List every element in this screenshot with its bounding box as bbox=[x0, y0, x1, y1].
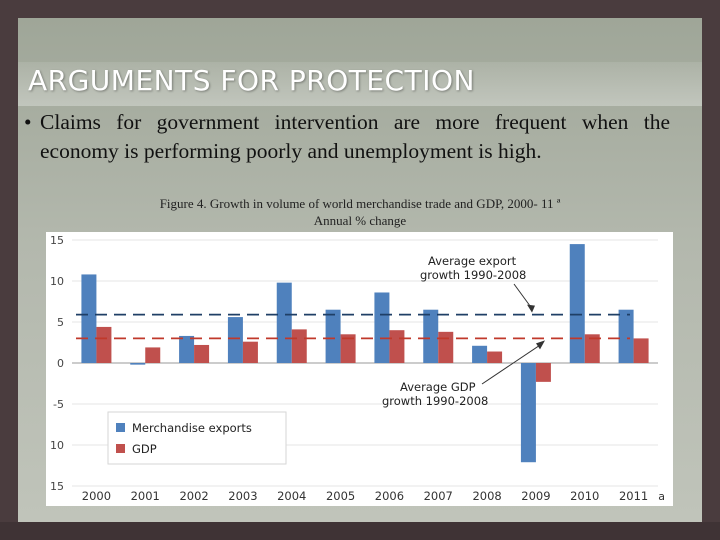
annotation-export-arrow bbox=[513, 283, 533, 309]
bar-exports bbox=[276, 282, 292, 363]
annotation-export-arrowhead bbox=[527, 304, 535, 313]
annotation-gdp-arrowhead bbox=[536, 340, 545, 350]
x-tick-suffix: a bbox=[658, 490, 665, 503]
figure-subcaption: Annual % change bbox=[313, 213, 407, 228]
bar-gdp bbox=[194, 344, 210, 363]
annotation-export-line2: growth 1990-2008 bbox=[420, 268, 526, 282]
bullet-point: • Claims for government intervention are… bbox=[24, 108, 670, 166]
y-tick-label: 0 bbox=[57, 357, 64, 370]
x-tick-label: 2000 bbox=[82, 489, 111, 503]
bar-gdp bbox=[291, 329, 307, 363]
legend-swatch-gdp bbox=[116, 444, 125, 453]
bar-gdp bbox=[487, 351, 503, 363]
x-tick-label: 2005 bbox=[326, 489, 355, 503]
x-tick-label: 2004 bbox=[277, 489, 306, 503]
annotation-gdp-line1: Average GDP bbox=[400, 380, 476, 394]
bar-exports bbox=[423, 309, 439, 363]
bar-gdp bbox=[389, 330, 405, 363]
bar-exports bbox=[472, 345, 488, 363]
legend-box bbox=[107, 411, 287, 465]
bar-gdp bbox=[535, 363, 551, 382]
x-tick-label: 2007 bbox=[424, 489, 453, 503]
slide-title: ARGUMENTS FOR PROTECTION bbox=[28, 64, 475, 97]
y-tick-label: 15 bbox=[50, 234, 64, 247]
x-tick-label: 2001 bbox=[131, 489, 160, 503]
y-tick-label: 10 bbox=[50, 439, 64, 452]
x-tick-label: 2011 bbox=[619, 489, 648, 503]
y-tick-label: -5 bbox=[53, 398, 64, 411]
y-tick-label: 10 bbox=[50, 275, 64, 288]
x-tick-label: 2006 bbox=[375, 489, 404, 503]
bullet-dot: • bbox=[24, 110, 32, 134]
annotation-export-line1: Average export bbox=[428, 254, 517, 268]
x-tick-label: 2010 bbox=[570, 489, 599, 503]
bar-exports bbox=[569, 244, 585, 363]
legend-swatch-exports bbox=[116, 423, 125, 432]
growth-chart: 15 10 5 0 -5 10 15 2000 2001 2002 2003 2004 2005 2006… bbox=[50, 234, 665, 503]
bar-exports bbox=[520, 363, 536, 463]
legend-label-exports: Merchandise exports bbox=[132, 421, 252, 435]
bar-exports bbox=[374, 292, 390, 363]
annotation-gdp-arrow bbox=[481, 343, 542, 385]
y-tick-label: 15 bbox=[50, 480, 64, 493]
slide-frame-bottom bbox=[0, 522, 720, 540]
x-tick-label: 2002 bbox=[179, 489, 208, 503]
bar-exports bbox=[618, 309, 634, 363]
bar-exports bbox=[227, 317, 243, 363]
annotation-gdp-line2: growth 1990-2008 bbox=[382, 394, 488, 408]
title-band bbox=[18, 62, 702, 106]
x-tick-label: 2008 bbox=[472, 489, 501, 503]
bar-gdp bbox=[584, 334, 600, 363]
bar-gdp bbox=[633, 338, 649, 363]
figure-caption: Figure 4. Growth in volume of world merc… bbox=[159, 196, 561, 211]
bar-exports bbox=[81, 274, 97, 363]
bar-gdp bbox=[340, 334, 356, 363]
bullet-text: Claims for government intervention are m… bbox=[40, 110, 670, 163]
x-tick-label: 2003 bbox=[228, 489, 257, 503]
bar-exports bbox=[325, 309, 341, 363]
bar-gdp bbox=[438, 331, 454, 363]
legend-label-gdp: GDP bbox=[132, 442, 157, 456]
y-tick-label: 5 bbox=[57, 316, 64, 329]
chart-area: 15 10 5 0 -5 10 15 2000 2001 2002 2003 2004 2005 2006… bbox=[46, 232, 673, 506]
bar-exports bbox=[179, 335, 195, 363]
bar-exports bbox=[130, 363, 146, 365]
figure-caption-block: Figure 4. Growth in volume of world merc… bbox=[70, 195, 650, 229]
bar-gdp bbox=[242, 341, 258, 363]
bar-gdp bbox=[96, 326, 112, 363]
x-tick-label: 2009 bbox=[521, 489, 550, 503]
bar-gdp bbox=[145, 347, 161, 363]
